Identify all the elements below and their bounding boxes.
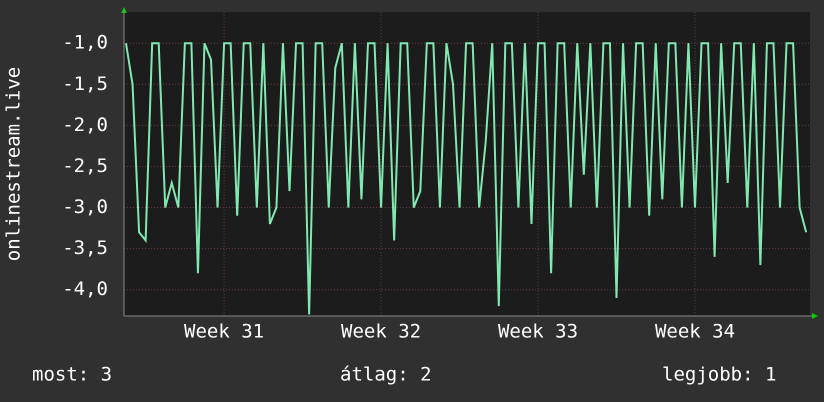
axis-arrow xyxy=(812,313,818,319)
stat-label: most: 3 xyxy=(32,364,112,386)
y-tick-label: -4,0 xyxy=(62,278,108,300)
x-tick-label: Week 32 xyxy=(341,321,421,343)
x-tick-label: Week 31 xyxy=(184,321,264,343)
stat-label: átlag: 2 xyxy=(340,364,432,386)
y-tick-label: -3,5 xyxy=(62,237,108,259)
y-tick-label: -2,0 xyxy=(62,114,108,136)
y-tick-label: -3,0 xyxy=(62,196,108,218)
y-axis-label: onlinestream.live xyxy=(3,67,25,261)
plot-area xyxy=(124,12,810,316)
y-tick-label: -2,5 xyxy=(62,155,108,177)
y-tick-label: -1,5 xyxy=(62,73,108,95)
y-tick-label: -1,0 xyxy=(62,32,108,54)
x-tick-label: Week 33 xyxy=(498,321,578,343)
data-line xyxy=(125,42,808,315)
x-tick-label: Week 34 xyxy=(655,321,735,343)
stat-label: legjobb: 1 xyxy=(662,364,776,386)
